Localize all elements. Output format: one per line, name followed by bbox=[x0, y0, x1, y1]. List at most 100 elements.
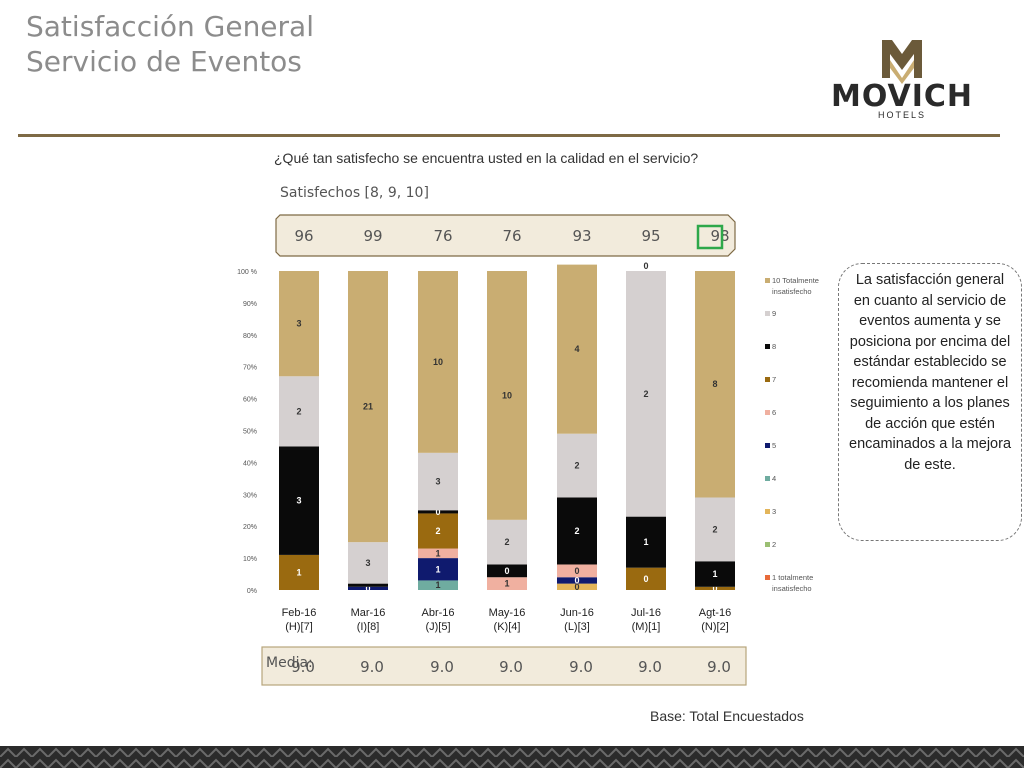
x-tick-label: Mar-16 bbox=[351, 607, 386, 619]
mean-banner bbox=[261, 646, 747, 686]
bar-segment bbox=[348, 271, 388, 543]
segment-label: 21 bbox=[363, 402, 373, 412]
mean-value: 9.0 bbox=[707, 658, 731, 676]
legend-swatch bbox=[765, 443, 770, 448]
x-tick-label: Abr-16 bbox=[421, 607, 454, 619]
bar-segment bbox=[279, 554, 319, 590]
segment-label: 1 bbox=[435, 548, 440, 558]
footer-pattern bbox=[0, 746, 1024, 768]
segment-label: 2 bbox=[435, 526, 440, 536]
mean-label: Media: bbox=[266, 655, 313, 671]
y-tick-label: 50% bbox=[243, 429, 257, 436]
segment-label: 1 bbox=[435, 580, 440, 590]
y-tick-label: 30% bbox=[243, 492, 257, 499]
mean-value: 9.0 bbox=[569, 658, 593, 676]
bar-segment bbox=[279, 271, 319, 377]
segment-label: 8 bbox=[712, 379, 717, 389]
segment-label: 0 bbox=[574, 575, 579, 585]
segment-label: 0 bbox=[643, 574, 648, 584]
legend-label: 4 bbox=[772, 474, 776, 483]
bar-segment bbox=[279, 446, 319, 555]
x-tick-label: Agt-16 bbox=[699, 607, 731, 619]
segment-label: 1 bbox=[435, 564, 440, 574]
x-tick-label: Jun-16 bbox=[560, 607, 594, 619]
x-tick-label: Jul-16 bbox=[631, 607, 661, 619]
satisfied-value: 93 bbox=[572, 227, 591, 245]
bar-segment bbox=[348, 583, 388, 587]
legend-swatch bbox=[765, 410, 770, 415]
x-tick-label: May-16 bbox=[489, 607, 526, 619]
y-tick-label: 60% bbox=[243, 397, 257, 404]
satisfied-label: Satisfechos [8, 9, 10] bbox=[280, 185, 429, 201]
highlight-box bbox=[696, 224, 724, 250]
segment-label: 2 bbox=[574, 461, 579, 471]
bar-segment bbox=[418, 548, 458, 559]
segment-label: 0 bbox=[574, 566, 579, 576]
bar-segment bbox=[557, 583, 597, 590]
segment-label: 10 bbox=[502, 390, 512, 400]
bar-segment bbox=[418, 271, 458, 453]
insight-callout: La satisfacción general en cuanto al ser… bbox=[838, 263, 1022, 541]
segment-label: 3 bbox=[296, 496, 301, 506]
legend-label: 8 bbox=[772, 342, 776, 351]
segment-label: 2 bbox=[504, 537, 509, 547]
segment-label: 1 bbox=[296, 567, 301, 577]
logo-text: MOVICH bbox=[831, 79, 973, 114]
x-tick-label: Feb-16 bbox=[282, 607, 317, 619]
bar-segment bbox=[557, 264, 597, 434]
legend-label: 2 bbox=[772, 540, 776, 549]
y-tick-label: 80% bbox=[243, 333, 257, 340]
page-subtitle: Servicio de Eventos bbox=[26, 45, 302, 78]
legend-label-cont: insatisfecho bbox=[772, 584, 812, 593]
segment-label: 2 bbox=[643, 389, 648, 399]
bar-segment bbox=[695, 586, 735, 590]
bar-segment bbox=[695, 497, 735, 562]
legend-swatch bbox=[765, 476, 770, 481]
mean-value: 9.0 bbox=[499, 658, 523, 676]
x-tick-sublabel: (L)[3] bbox=[564, 621, 590, 633]
segment-label: 3 bbox=[365, 558, 370, 568]
bar-segment bbox=[487, 577, 527, 590]
satisfied-value: 76 bbox=[433, 227, 452, 245]
y-tick-label: 70% bbox=[243, 365, 257, 372]
segment-label: 1 bbox=[712, 569, 717, 579]
legend-label: 3 bbox=[772, 507, 776, 516]
bar-segment bbox=[418, 580, 458, 590]
y-tick-label: 10% bbox=[243, 556, 257, 563]
segment-label: 3 bbox=[435, 477, 440, 487]
legend-label: 1 totalmente bbox=[772, 573, 813, 582]
legend-label: 10 Totalmente bbox=[772, 276, 819, 285]
mean-value: 9.0 bbox=[360, 658, 384, 676]
legend-label-cont: insatisfecho bbox=[772, 287, 812, 296]
bar-segment bbox=[557, 564, 597, 578]
mean-value: 9.0 bbox=[430, 658, 454, 676]
bar-segment bbox=[626, 567, 666, 590]
mean-value: 9.0 bbox=[291, 658, 315, 676]
bar-segment bbox=[418, 513, 458, 549]
segment-label: 0 bbox=[712, 583, 717, 593]
segment-label: 0 bbox=[643, 261, 648, 271]
bar-segment bbox=[695, 271, 735, 498]
y-tick-label: 0% bbox=[247, 588, 257, 595]
movich-logo: MOVICH HOTELS bbox=[831, 40, 973, 120]
x-tick-sublabel: (K)[4] bbox=[494, 621, 521, 633]
bar-segment bbox=[487, 519, 527, 565]
bar-segment bbox=[279, 376, 319, 447]
bar-segment bbox=[418, 452, 458, 511]
legend-swatch bbox=[765, 278, 770, 283]
segment-label: 0 bbox=[435, 507, 440, 517]
header-divider bbox=[18, 134, 1000, 137]
segment-label: 1 bbox=[643, 537, 648, 547]
legend-swatch bbox=[765, 377, 770, 382]
segment-label: 3 bbox=[296, 319, 301, 329]
satisfied-value: 96 bbox=[294, 227, 313, 245]
mean-value: 9.0 bbox=[638, 658, 662, 676]
x-tick-sublabel: (H)[7] bbox=[285, 621, 313, 633]
bar-segment bbox=[487, 271, 527, 520]
bar-segment bbox=[348, 586, 388, 590]
segment-label: 4 bbox=[574, 344, 579, 354]
segment-label: 2 bbox=[296, 406, 301, 416]
segment-label: 0 bbox=[504, 566, 509, 576]
satisfied-value: 76 bbox=[502, 227, 521, 245]
satisfied-value: 98 bbox=[710, 227, 729, 245]
